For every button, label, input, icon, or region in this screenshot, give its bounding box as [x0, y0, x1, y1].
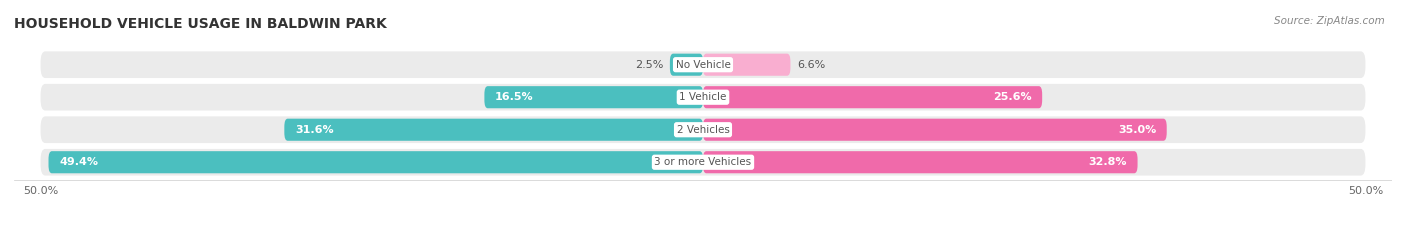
Text: 16.5%: 16.5%	[495, 92, 534, 102]
FancyBboxPatch shape	[41, 51, 1365, 78]
Text: 2.5%: 2.5%	[636, 60, 664, 70]
Text: No Vehicle: No Vehicle	[675, 60, 731, 70]
FancyBboxPatch shape	[41, 84, 1365, 110]
FancyBboxPatch shape	[703, 54, 790, 76]
Text: 6.6%: 6.6%	[797, 60, 825, 70]
FancyBboxPatch shape	[485, 86, 703, 108]
Text: 49.4%: 49.4%	[59, 157, 98, 167]
FancyBboxPatch shape	[703, 151, 1137, 173]
Text: 3 or more Vehicles: 3 or more Vehicles	[654, 157, 752, 167]
Text: 2 Vehicles: 2 Vehicles	[676, 125, 730, 135]
FancyBboxPatch shape	[41, 116, 1365, 143]
FancyBboxPatch shape	[41, 149, 1365, 175]
FancyBboxPatch shape	[284, 119, 703, 141]
Text: 35.0%: 35.0%	[1118, 125, 1156, 135]
FancyBboxPatch shape	[48, 151, 703, 173]
FancyBboxPatch shape	[703, 119, 1167, 141]
Text: 1 Vehicle: 1 Vehicle	[679, 92, 727, 102]
Text: 25.6%: 25.6%	[993, 92, 1032, 102]
Text: Source: ZipAtlas.com: Source: ZipAtlas.com	[1274, 16, 1385, 26]
Text: 31.6%: 31.6%	[295, 125, 333, 135]
Text: HOUSEHOLD VEHICLE USAGE IN BALDWIN PARK: HOUSEHOLD VEHICLE USAGE IN BALDWIN PARK	[14, 17, 387, 31]
FancyBboxPatch shape	[669, 54, 703, 76]
Text: 32.8%: 32.8%	[1088, 157, 1128, 167]
FancyBboxPatch shape	[703, 86, 1042, 108]
